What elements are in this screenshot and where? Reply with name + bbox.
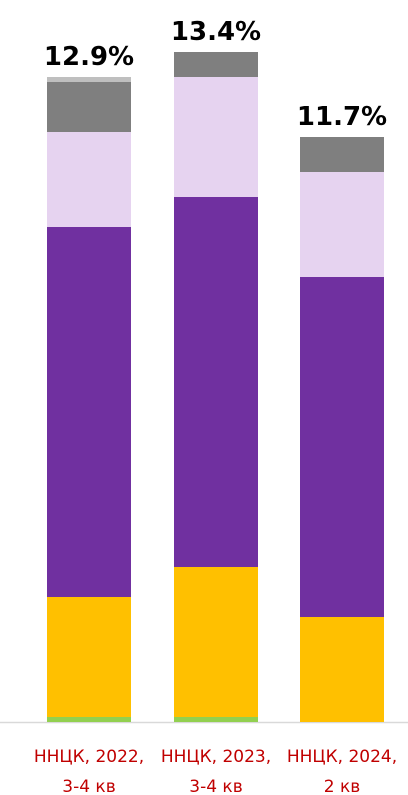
total-label: 11.7% xyxy=(297,102,387,132)
x-tick-label: ННЦК, 2024, xyxy=(287,747,397,767)
bar-segment xyxy=(300,277,384,617)
bar-segment xyxy=(300,137,384,172)
bar-segment xyxy=(47,227,131,597)
total-label: 12.9% xyxy=(44,42,134,72)
bar-segment xyxy=(174,197,258,567)
bar-segment xyxy=(47,77,131,82)
bar-segment xyxy=(47,597,131,717)
bar-segment xyxy=(300,617,384,722)
bar-segment xyxy=(174,52,258,77)
bar-segment xyxy=(47,82,131,132)
bar-segment xyxy=(174,77,258,197)
x-tick-label: 3-4 кв xyxy=(189,777,242,795)
x-tick-label: 3-4 кв xyxy=(62,777,115,795)
bar-segment xyxy=(300,172,384,277)
bar-segment xyxy=(174,717,258,722)
total-label: 13.4% xyxy=(171,17,261,47)
bar-segment xyxy=(174,567,258,717)
bar-segment xyxy=(47,717,131,722)
x-tick-label: ННЦК, 2022, xyxy=(34,747,144,767)
x-tick-label: ННЦК, 2023, xyxy=(161,747,271,767)
x-tick-label: 2 кв xyxy=(324,777,361,795)
bar-segment xyxy=(47,132,131,227)
